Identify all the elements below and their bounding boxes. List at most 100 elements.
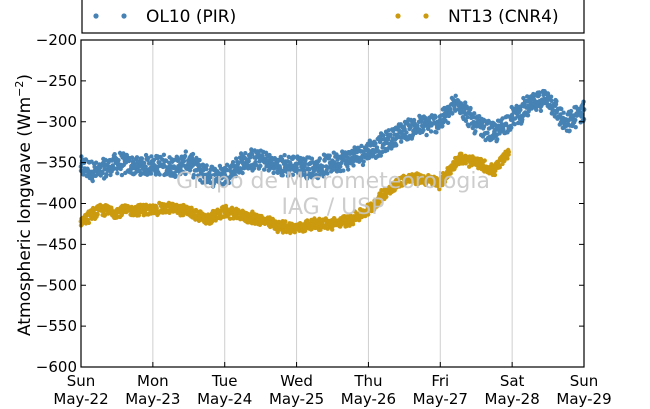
data-point (86, 220, 92, 225)
x-tick-label-date: May-28 (485, 390, 540, 408)
data-point (348, 156, 353, 161)
data-point (197, 157, 202, 163)
data-point (183, 171, 188, 177)
legend-marker-nt13 (395, 13, 401, 19)
data-point (238, 167, 243, 172)
data-point (509, 125, 514, 130)
data-point (411, 117, 417, 123)
y-axis: −600 −550 −500 −450 −400 −350 −300 −250 −200 (36, 31, 584, 376)
data-point (445, 120, 451, 126)
data-point (176, 157, 181, 162)
x-tick-label-date: May-23 (125, 390, 180, 408)
y-tick-label: −600 (36, 358, 77, 376)
data-point (366, 207, 371, 213)
data-point (139, 156, 145, 161)
data-point (150, 207, 156, 213)
data-point (384, 139, 389, 145)
data-point (549, 98, 554, 104)
data-point (497, 165, 502, 170)
data-point (453, 93, 458, 99)
data-point (463, 118, 469, 124)
data-point (384, 188, 389, 194)
data-point (230, 160, 236, 165)
data-point (419, 123, 425, 129)
watermark-line2: IAG / USP (282, 195, 385, 220)
data-point (222, 209, 228, 215)
data-point (472, 111, 477, 116)
data-point (567, 128, 572, 133)
data-point (186, 209, 192, 215)
data-point (450, 111, 455, 116)
data-point (512, 122, 517, 127)
series-1 (78, 147, 511, 236)
data-point (525, 113, 531, 118)
data-point (100, 170, 105, 176)
data-point (96, 170, 102, 175)
data-point (93, 160, 99, 165)
data-point (384, 194, 389, 199)
data-point (433, 115, 438, 120)
data-point (579, 112, 585, 117)
data-point (386, 128, 391, 133)
y-tick-label: −400 (36, 195, 77, 213)
data-point (108, 172, 113, 178)
x-tick-label-day: Tue (211, 372, 238, 390)
data-point (419, 176, 425, 182)
data-point (561, 110, 566, 115)
data-point (537, 90, 542, 95)
data-point (114, 160, 120, 166)
data-point (502, 158, 507, 164)
data-point (288, 230, 293, 236)
x-tick-label-date: May-29 (556, 390, 611, 408)
legend-label-nt13: NT13 (CNR4) (448, 7, 559, 27)
y-tick-label: −450 (36, 235, 77, 253)
data-point (226, 180, 232, 186)
data-point (236, 160, 241, 165)
data-point (271, 170, 276, 176)
data-point (104, 172, 109, 177)
data-point (359, 149, 364, 154)
data-point (463, 161, 468, 166)
data-point (573, 125, 578, 130)
data-point (246, 158, 251, 164)
data-point (378, 199, 383, 204)
data-point (402, 176, 407, 182)
data-point (350, 222, 356, 227)
data-point (366, 212, 371, 217)
data-point (325, 171, 330, 176)
data-point (455, 156, 461, 161)
data-point (283, 219, 288, 224)
data-point (240, 213, 246, 219)
data-point (378, 153, 383, 158)
legend: OL10 (PIR) NT13 (CNR4) (81, 0, 585, 34)
data-point (361, 159, 366, 164)
legend-marker-nt13 (423, 13, 429, 19)
data-point (276, 224, 281, 229)
data-point (455, 98, 461, 104)
data-point (485, 130, 490, 135)
data-point (307, 167, 312, 172)
data-point (222, 172, 228, 178)
data-point (573, 117, 578, 123)
x-tick-label-day: Wed (280, 372, 313, 390)
data-point (437, 119, 443, 125)
data-point (276, 164, 281, 170)
data-point (321, 174, 326, 179)
data-point (408, 125, 413, 130)
data-point (482, 158, 487, 163)
data-point (136, 213, 142, 218)
data-point (233, 173, 238, 179)
data-point (134, 155, 140, 160)
data-point (151, 157, 157, 162)
legend-marker-ol10 (93, 13, 99, 19)
data-point (320, 164, 325, 169)
data-point (534, 107, 539, 113)
data-point (148, 171, 154, 176)
data-point (227, 216, 233, 221)
data-point (428, 129, 434, 134)
data-point (421, 127, 426, 133)
x-tick-label-day: Sun (570, 372, 599, 390)
data-point (360, 162, 366, 168)
y-tick-label: −550 (36, 317, 77, 335)
